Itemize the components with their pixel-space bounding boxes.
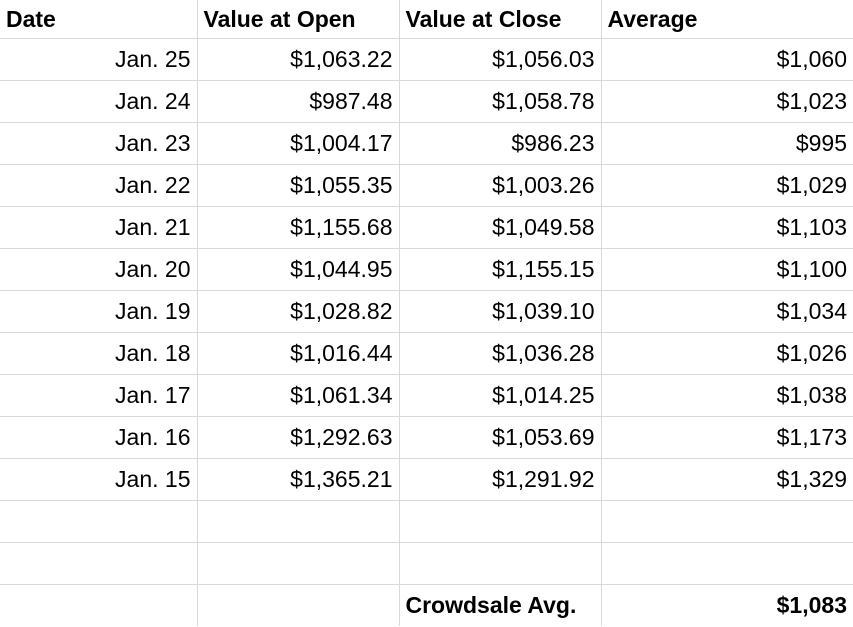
open-cell[interactable]: $1,004.17 [196,122,400,165]
close-cell[interactable]: $1,049.58 [398,206,602,249]
date-cell[interactable]: Jan. 17 [0,374,198,417]
cell[interactable] [196,584,400,626]
table-row: Jan. 17 $1,061.34 $1,014.25 $1,038 [0,374,853,417]
cell[interactable] [196,500,400,543]
date-cell[interactable]: Jan. 20 [0,248,198,291]
table-row: Jan. 21 $1,155.68 $1,049.58 $1,103 [0,206,853,249]
date-cell[interactable]: Jan. 16 [0,416,198,459]
open-cell[interactable]: $1,061.34 [196,374,400,417]
open-cell[interactable]: $1,365.21 [196,458,400,501]
table-row: Jan. 19 $1,028.82 $1,039.10 $1,034 [0,290,853,333]
header-value-at-open[interactable]: Value at Open [196,0,400,39]
date-cell[interactable]: Jan. 15 [0,458,198,501]
table-row: Jan. 25 $1,063.22 $1,056.03 $1,060 [0,38,853,81]
cell[interactable] [0,500,198,543]
average-cell[interactable]: $1,100 [600,248,853,291]
average-cell[interactable]: $1,026 [600,332,853,375]
empty-row [0,542,853,585]
average-cell[interactable]: $995 [600,122,853,165]
header-value-at-close[interactable]: Value at Close [398,0,602,39]
table-row: Jan. 24 $987.48 $1,058.78 $1,023 [0,80,853,123]
date-cell[interactable]: Jan. 18 [0,332,198,375]
close-cell[interactable]: $1,014.25 [398,374,602,417]
average-cell[interactable]: $1,173 [600,416,853,459]
average-cell[interactable]: $1,060 [600,38,853,81]
date-cell[interactable]: Jan. 23 [0,122,198,165]
average-cell[interactable]: $1,029 [600,164,853,207]
open-cell[interactable]: $1,155.68 [196,206,400,249]
close-cell[interactable]: $1,155.15 [398,248,602,291]
table-row: Jan. 18 $1,016.44 $1,036.28 $1,026 [0,332,853,375]
header-row: Date Value at Open Value at Close Averag… [0,0,853,39]
header-date[interactable]: Date [0,0,198,39]
close-cell[interactable]: $1,291.92 [398,458,602,501]
cell[interactable] [196,542,400,585]
close-cell[interactable]: $986.23 [398,122,602,165]
header-average[interactable]: Average [600,0,853,39]
open-cell[interactable]: $1,044.95 [196,248,400,291]
date-cell[interactable]: Jan. 24 [0,80,198,123]
date-cell[interactable]: Jan. 22 [0,164,198,207]
table-row: Jan. 15 $1,365.21 $1,291.92 $1,329 [0,458,853,501]
open-cell[interactable]: $1,292.63 [196,416,400,459]
average-cell[interactable]: $1,103 [600,206,853,249]
cell[interactable] [0,542,198,585]
date-cell[interactable]: Jan. 25 [0,38,198,81]
average-cell[interactable]: $1,023 [600,80,853,123]
cell[interactable] [398,500,602,543]
open-cell[interactable]: $1,055.35 [196,164,400,207]
empty-row [0,500,853,543]
date-cell[interactable]: Jan. 19 [0,290,198,333]
data-rows: Jan. 25 $1,063.22 $1,056.03 $1,060 Jan. 24 $9… [0,38,853,501]
summary-row: Crowdsale Avg. $1,083 [0,584,853,626]
table-row: Jan. 16 $1,292.63 $1,053.69 $1,173 [0,416,853,459]
open-cell[interactable]: $1,063.22 [196,38,400,81]
average-cell[interactable]: $1,034 [600,290,853,333]
open-cell[interactable]: $1,016.44 [196,332,400,375]
cell[interactable] [398,542,602,585]
close-cell[interactable]: $1,036.28 [398,332,602,375]
open-cell[interactable]: $987.48 [196,80,400,123]
table-row: Jan. 23 $1,004.17 $986.23 $995 [0,122,853,165]
cell[interactable] [0,584,198,626]
average-cell[interactable]: $1,329 [600,458,853,501]
close-cell[interactable]: $1,056.03 [398,38,602,81]
date-cell[interactable]: Jan. 21 [0,206,198,249]
crowdsale-avg-label[interactable]: Crowdsale Avg. [398,584,602,626]
crowdsale-avg-value[interactable]: $1,083 [600,584,853,626]
close-cell[interactable]: $1,053.69 [398,416,602,459]
table-row: Jan. 22 $1,055.35 $1,003.26 $1,029 [0,164,853,207]
close-cell[interactable]: $1,058.78 [398,80,602,123]
table-row: Jan. 20 $1,044.95 $1,155.15 $1,100 [0,248,853,291]
open-cell[interactable]: $1,028.82 [196,290,400,333]
cell[interactable] [600,500,853,543]
average-cell[interactable]: $1,038 [600,374,853,417]
cell[interactable] [600,542,853,585]
close-cell[interactable]: $1,039.10 [398,290,602,333]
close-cell[interactable]: $1,003.26 [398,164,602,207]
